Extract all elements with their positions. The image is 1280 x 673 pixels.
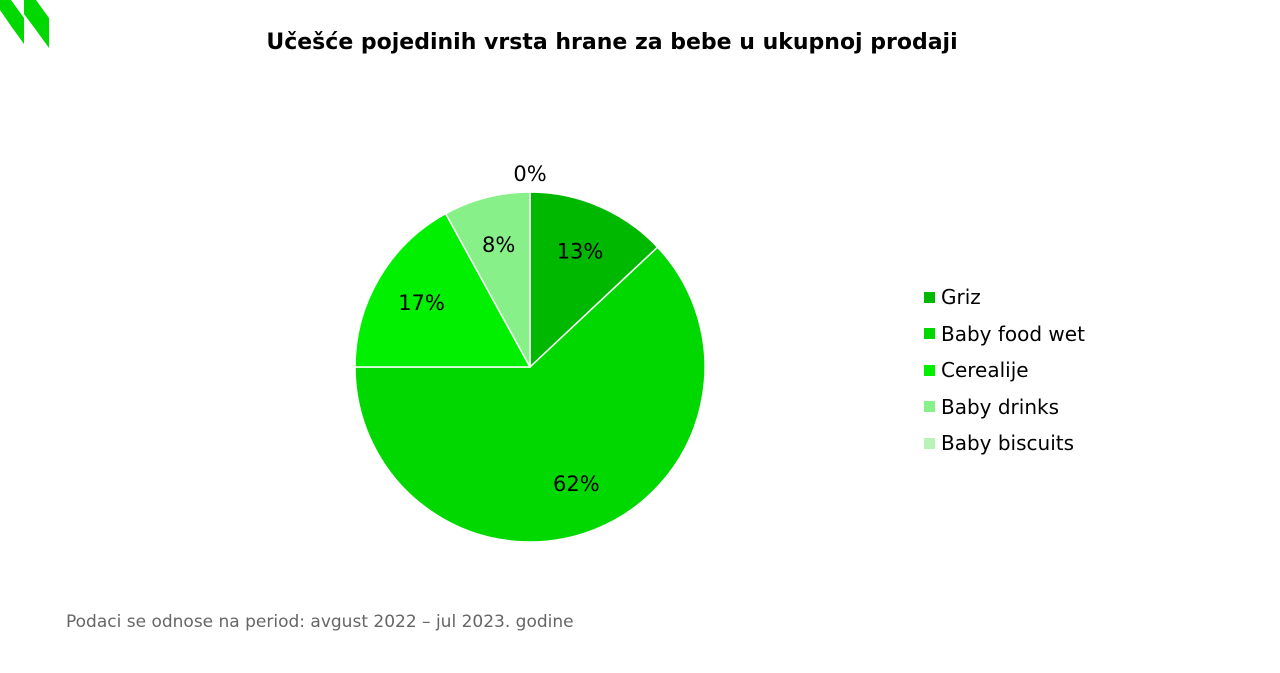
legend-item-baby-food-wet: Baby food wet <box>924 316 1085 353</box>
legend-swatch-baby-food-wet <box>924 328 935 340</box>
chart-title: Učešće pojedinih vrsta hrane za bebe u u… <box>266 30 958 55</box>
data-label-griz: 13% <box>557 239 604 263</box>
legend-label-baby-food-wet: Baby food wet <box>941 321 1085 346</box>
data-label-baby-biscuits: 0% <box>513 162 546 186</box>
data-label-cerealije: 17% <box>398 291 445 315</box>
pie-slice-cerealije <box>354 212 532 368</box>
pie-slice-baby-food-wet <box>354 246 706 543</box>
footnote: Podaci se odnose na period: avgust 2022 … <box>66 612 574 632</box>
data-label-baby-drinks: 8% <box>482 233 515 257</box>
pie-slice-griz <box>529 191 659 369</box>
legend-label-baby-biscuits: Baby biscuits <box>941 431 1075 456</box>
legend-item-baby-biscuits: Baby biscuits <box>924 425 1085 462</box>
brand-logo-icon <box>0 0 49 48</box>
legend-label-cerealije: Cerealije <box>941 358 1029 383</box>
legend-item-cerealije: Cerealije <box>924 352 1085 389</box>
legend-swatch-cerealije <box>924 364 935 376</box>
legend-item-baby-drinks: Baby drinks <box>924 389 1085 426</box>
chart-legend: Griz Baby food wet Cerealije Baby drinks Bab… <box>924 279 1085 462</box>
pie-chart: 13% 62% 17% 8% 0% <box>354 162 706 543</box>
legend-swatch-baby-drinks <box>924 401 935 413</box>
legend-item-griz: Griz <box>924 279 1085 316</box>
legend-swatch-baby-biscuits <box>924 437 935 449</box>
legend-swatch-griz <box>924 291 935 303</box>
legend-label-griz: Griz <box>941 285 981 310</box>
pie-slice-baby-drinks <box>444 191 531 368</box>
legend-label-baby-drinks: Baby drinks <box>941 394 1060 419</box>
data-label-baby-food-wet: 62% <box>553 472 600 496</box>
